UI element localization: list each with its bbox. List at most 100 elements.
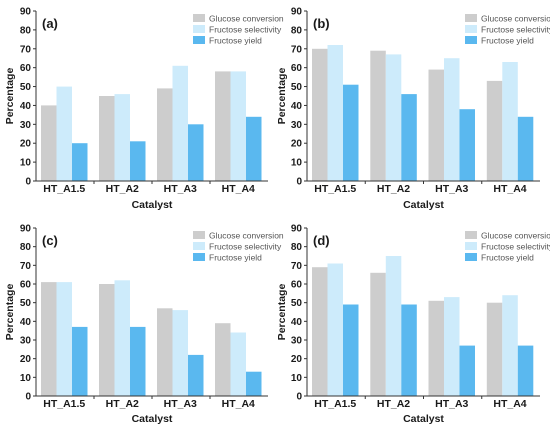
y-tick-label: 50	[291, 298, 303, 309]
chart-panel-b: 0 10 20 30 40 50 60 70 80 90 HT_A1.5 HT_A2 HT_A3 HT_A…	[276, 7, 550, 212]
bar-glucose-conversion-ht-a1-5	[312, 48, 328, 181]
bar-fructose-selectivity-ht-a1-5	[56, 86, 72, 181]
y-tick-label: 60	[20, 63, 32, 74]
legend-swatch	[465, 231, 477, 239]
bar-fructose-yield-ht-a3	[459, 109, 475, 181]
panel-label: (b)	[313, 16, 330, 31]
y-tick-label: 0	[296, 177, 302, 188]
legend-label: Fructose yield	[209, 36, 262, 46]
bar-fructose-selectivity-ht-a1-5	[327, 263, 343, 396]
legend-swatch	[465, 14, 477, 22]
bar-glucose-conversion-ht-a1-5	[41, 105, 57, 181]
x-axis-label: Catalyst	[132, 199, 173, 211]
legend-swatch	[193, 231, 205, 239]
legend-label: Fructose selectivity	[209, 25, 282, 35]
y-tick-label: 70	[291, 261, 303, 272]
legend-label: Glucose conversion	[209, 231, 284, 241]
y-tick-label: 40	[291, 317, 303, 328]
legend-label: Fructose yield	[481, 253, 534, 263]
y-tick-label: 70	[20, 44, 32, 55]
y-tick-label: 60	[20, 280, 32, 291]
chart-panel-c: 0 10 20 30 40 50 60 70 80 90 HT_A1.5 HT_A2 HT_A3 HT_A…	[4, 224, 284, 426]
y-tick-label: 0	[296, 392, 302, 403]
y-tick-label: 80	[291, 25, 303, 36]
x-tick-label: HT_A3	[435, 398, 468, 410]
legend-swatch	[193, 14, 205, 22]
y-tick-label: 30	[291, 336, 303, 347]
y-tick-label: 40	[20, 101, 32, 112]
y-tick-label: 30	[20, 120, 32, 131]
legend-label: Fructose selectivity	[481, 242, 550, 252]
bar-fructose-yield-ht-a2	[401, 304, 417, 396]
x-tick-label: HT_A2	[106, 183, 139, 195]
y-tick-label: 0	[25, 177, 31, 188]
y-tick-label: 10	[291, 373, 303, 384]
y-tick-label: 40	[291, 101, 303, 112]
chart-panel-a: 0 10 20 30 40 50 60 70 80 90 HT_A1.5 HT_A2 HT_A3 HT_A…	[4, 7, 284, 212]
x-tick-label: HT_A3	[164, 183, 197, 195]
legend-label: Glucose conversion	[209, 14, 284, 24]
y-tick-label: 40	[20, 317, 32, 328]
bar-fructose-selectivity-ht-a1-5	[327, 45, 343, 181]
y-tick-label: 10	[20, 158, 32, 169]
bar-fructose-yield-ht-a2	[401, 94, 417, 181]
chart-panel-d: 0 10 20 30 40 50 60 70 80 90 HT_A1.5 HT_A2 HT_A3 HT_A…	[276, 224, 550, 426]
y-tick-label: 20	[20, 354, 32, 365]
legend-swatch	[465, 242, 477, 250]
bar-fructose-yield-ht-a4	[246, 371, 262, 396]
legend-label: Fructose selectivity	[209, 242, 282, 252]
legend-swatch	[465, 253, 477, 261]
x-tick-label: HT_A4	[222, 398, 255, 410]
bar-fructose-selectivity-ht-a2	[385, 54, 402, 181]
y-tick-label: 80	[20, 242, 32, 253]
bar-fructose-yield-ht-a3	[459, 345, 475, 396]
bar-glucose-conversion-ht-a3	[428, 69, 444, 181]
y-tick-label: 30	[20, 336, 32, 347]
bar-fructose-selectivity-ht-a3	[172, 310, 188, 396]
legend-swatch	[193, 36, 205, 44]
x-tick-label: HT_A1.5	[314, 183, 356, 195]
bar-fructose-selectivity-ht-a1-5	[56, 282, 72, 396]
bar-fructose-yield-ht-a3	[188, 124, 204, 181]
y-tick-label: 10	[291, 158, 303, 169]
bar-fructose-selectivity-ht-a3	[444, 58, 460, 182]
bar-fructose-selectivity-ht-a4	[502, 62, 518, 181]
x-tick-label: HT_A1.5	[314, 398, 356, 410]
bar-glucose-conversion-ht-a4	[486, 80, 503, 181]
x-tick-label: HT_A3	[164, 398, 197, 410]
legend-label: Fructose yield	[209, 253, 262, 263]
x-tick-label: HT_A2	[377, 398, 410, 410]
y-tick-label: 70	[291, 44, 303, 55]
y-tick-label: 10	[20, 373, 32, 384]
bar-glucose-conversion-ht-a4	[486, 302, 503, 396]
x-tick-label: HT_A3	[435, 183, 468, 195]
bar-fructose-yield-ht-a2	[130, 141, 146, 181]
bar-glucose-conversion-ht-a3	[157, 88, 173, 181]
legend-label: Glucose conversion	[481, 231, 550, 241]
bar-fructose-yield-ht-a1-5	[343, 304, 359, 396]
y-axis-label: Percentage	[4, 68, 16, 125]
legend-swatch	[465, 36, 477, 44]
bar-fructose-yield-ht-a3	[188, 354, 204, 396]
legend-swatch	[193, 253, 205, 261]
y-tick-label: 0	[25, 392, 31, 403]
legend-swatch	[193, 25, 205, 33]
y-tick-label: 20	[20, 139, 32, 150]
x-tick-label: HT_A2	[106, 398, 139, 410]
bar-glucose-conversion-ht-a2	[99, 284, 115, 396]
y-tick-label: 60	[291, 63, 303, 74]
x-tick-label: HT_A1.5	[43, 183, 85, 195]
y-tick-label: 20	[291, 354, 303, 365]
bar-glucose-conversion-ht-a1-5	[312, 267, 328, 396]
y-tick-label: 90	[20, 224, 32, 235]
y-tick-label: 80	[20, 25, 32, 36]
bar-fructose-selectivity-ht-a2	[114, 280, 130, 396]
panel-label: (a)	[42, 16, 58, 31]
bar-glucose-conversion-ht-a2	[99, 96, 115, 181]
bar-fructose-selectivity-ht-a4	[502, 295, 518, 396]
bar-fructose-selectivity-ht-a4	[230, 332, 246, 396]
